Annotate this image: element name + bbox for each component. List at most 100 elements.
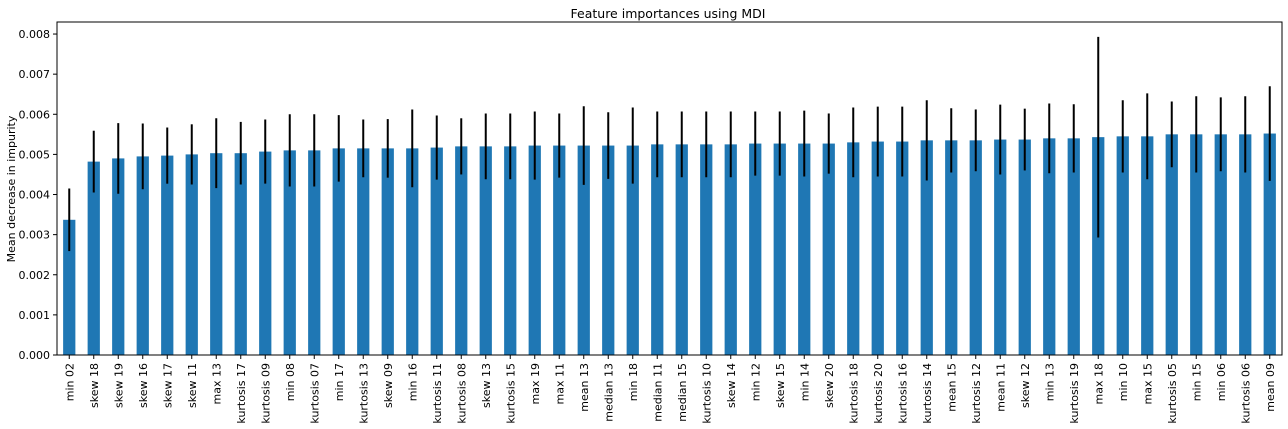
bar <box>283 150 296 355</box>
x-tick-label: skew 20 <box>823 363 836 408</box>
x-tick-label: skew 18 <box>88 363 101 408</box>
y-tick-label: 0.007 <box>19 68 51 81</box>
bar <box>969 140 982 355</box>
x-tick-label: skew 09 <box>382 363 395 408</box>
y-tick-label: 0.005 <box>19 148 51 161</box>
x-tick-label: kurtosis 08 <box>455 363 468 424</box>
x-tick-label: min 15 <box>1190 363 1203 401</box>
chart-title: Feature importances using MDI <box>571 6 766 21</box>
bar <box>602 145 615 355</box>
bar <box>1018 139 1031 355</box>
bar <box>430 147 443 355</box>
bar <box>234 153 247 355</box>
y-tick-label: 0.003 <box>19 229 51 242</box>
x-tick-label: kurtosis 18 <box>847 363 860 424</box>
x-tick-label: kurtosis 20 <box>872 363 885 424</box>
bar <box>577 145 590 355</box>
x-tick-label: mean 15 <box>945 363 958 412</box>
y-axis-ticks: 0.000 0.001 0.002 0.003 0.004 0.005 0.006 0.007… <box>19 28 57 362</box>
bar <box>136 156 149 355</box>
bar <box>945 140 958 355</box>
x-tick-label: kurtosis 19 <box>1068 363 1081 424</box>
x-tick-label: mean 13 <box>578 363 591 412</box>
bar <box>185 154 198 355</box>
x-tick-label: kurtosis 15 <box>504 363 517 424</box>
x-tick-label: min 08 <box>284 363 297 401</box>
bar <box>112 158 125 355</box>
x-tick-label: skew 11 <box>186 363 199 408</box>
x-tick-label: min 18 <box>627 363 640 401</box>
bar <box>675 144 688 355</box>
x-tick-label: skew 15 <box>774 363 787 408</box>
bar <box>724 144 737 355</box>
x-tick-label: max 11 <box>553 363 566 404</box>
bar <box>528 145 541 355</box>
bar <box>1190 134 1203 355</box>
x-tick-label: kurtosis 07 <box>308 363 321 424</box>
bar <box>651 144 664 355</box>
x-tick-label: min 02 <box>63 363 76 401</box>
x-tick-label: skew 19 <box>112 363 125 408</box>
bar <box>161 155 174 355</box>
bar <box>1116 136 1129 355</box>
x-tick-label: median 15 <box>676 363 689 422</box>
x-tick-label: kurtosis 10 <box>700 363 713 424</box>
bar <box>773 143 786 355</box>
bar <box>920 140 933 355</box>
x-tick-label: kurtosis 12 <box>970 363 983 424</box>
bar <box>1165 134 1178 355</box>
bar <box>896 141 909 355</box>
x-tick-label: kurtosis 14 <box>921 363 934 424</box>
bar <box>210 153 223 355</box>
y-tick-label: 0.001 <box>19 309 51 322</box>
x-tick-label: skew 13 <box>480 363 493 408</box>
x-tick-label: kurtosis 09 <box>259 363 272 424</box>
x-tick-label: median 11 <box>651 363 664 422</box>
y-tick-label: 0.000 <box>19 349 51 362</box>
x-tick-label: max 13 <box>210 363 223 404</box>
x-tick-label: skew 17 <box>161 363 174 408</box>
y-tick-label: 0.006 <box>19 108 51 121</box>
bar <box>749 143 762 355</box>
error-bars <box>68 36 1271 252</box>
x-tick-label: min 16 <box>406 363 419 401</box>
y-tick-label: 0.004 <box>19 189 51 202</box>
x-tick-label: min 12 <box>749 363 762 401</box>
bar <box>871 141 884 355</box>
bar <box>504 146 517 355</box>
bar <box>847 142 860 355</box>
bar <box>822 143 835 355</box>
x-tick-label: mean 11 <box>994 363 1007 412</box>
x-tick-label: min 17 <box>333 363 346 401</box>
bar <box>455 146 468 355</box>
x-tick-label: min 06 <box>1215 363 1228 401</box>
bar <box>553 145 566 355</box>
bar <box>259 151 272 355</box>
bars <box>63 133 1276 355</box>
bar <box>1239 134 1252 355</box>
bar <box>1214 134 1227 355</box>
y-axis-label: Mean decrease in impurity <box>5 115 18 262</box>
bar <box>332 148 345 355</box>
bar <box>1092 137 1105 355</box>
bar <box>357 148 370 355</box>
x-tick-label: kurtosis 17 <box>235 363 248 424</box>
x-tick-label: min 14 <box>798 363 811 401</box>
x-tick-label: max 19 <box>529 363 542 404</box>
x-tick-label: kurtosis 06 <box>1239 363 1252 424</box>
plot-frame <box>56 21 1283 356</box>
bar <box>700 144 713 355</box>
y-tick-label: 0.002 <box>19 269 51 282</box>
x-tick-label: min 10 <box>1117 363 1130 401</box>
bar <box>798 143 811 355</box>
x-tick-label: kurtosis 16 <box>896 363 909 424</box>
bar <box>87 161 100 355</box>
x-tick-label: max 15 <box>1141 363 1154 404</box>
x-tick-label: skew 16 <box>137 363 150 408</box>
x-tick-label: kurtosis 13 <box>357 363 370 424</box>
x-tick-label: max 18 <box>1092 363 1105 404</box>
x-tick-label: kurtosis 11 <box>431 363 444 424</box>
x-tick-label: mean 09 <box>1264 363 1277 412</box>
